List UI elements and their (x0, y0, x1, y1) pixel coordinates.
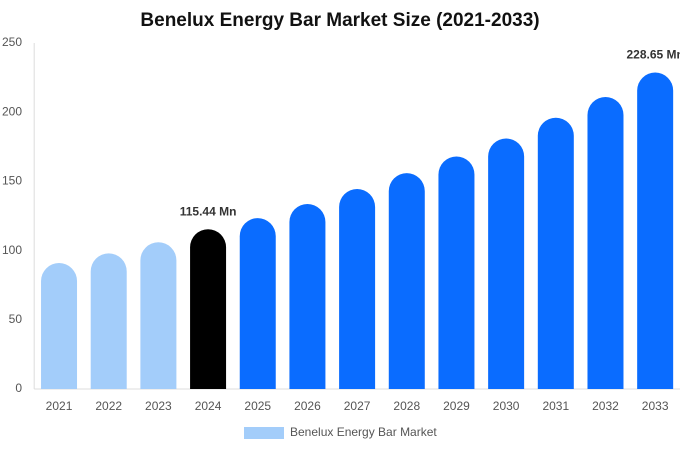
bar (140, 242, 177, 389)
bar (90, 253, 127, 389)
y-tick-label: 150 (2, 174, 22, 188)
x-tick-label: 2032 (592, 399, 619, 413)
x-tick-label: 2027 (344, 399, 371, 413)
bar (289, 203, 326, 389)
y-tick-label: 100 (2, 243, 22, 257)
y-tick-label: 50 (9, 312, 23, 326)
x-tick-label: 2021 (46, 399, 73, 413)
bar (537, 117, 574, 389)
y-tick-label: 250 (2, 35, 22, 49)
x-tick-label: 2025 (244, 399, 271, 413)
value-label: 115.44 Mn (180, 204, 237, 218)
x-tick-label: 2022 (95, 399, 122, 413)
bar (41, 263, 78, 389)
bar (339, 189, 376, 389)
bar (190, 229, 227, 389)
x-tick-label: 2024 (195, 399, 222, 413)
legend-label: Benelux Energy Bar Market (290, 425, 437, 439)
bar (637, 72, 674, 389)
x-tick-label: 2023 (145, 399, 172, 413)
x-tick-label: 2030 (493, 399, 520, 413)
chart-title: Benelux Energy Bar Market Size (2021-203… (140, 10, 539, 31)
bar (587, 96, 624, 389)
x-tick-label: 2026 (294, 399, 321, 413)
value-label: 228.65 Mn (626, 48, 680, 62)
y-tick-label: 200 (2, 104, 22, 118)
x-tick-label: 2028 (393, 399, 420, 413)
y-tick-label: 0 (15, 381, 22, 395)
bar (488, 138, 525, 389)
x-tick-label: 2029 (443, 399, 470, 413)
bar (239, 218, 276, 389)
bar (388, 173, 425, 389)
x-tick-label: 2031 (542, 399, 569, 413)
legend-swatch (244, 427, 284, 439)
x-tick-label: 2033 (642, 399, 669, 413)
bar (438, 156, 475, 389)
